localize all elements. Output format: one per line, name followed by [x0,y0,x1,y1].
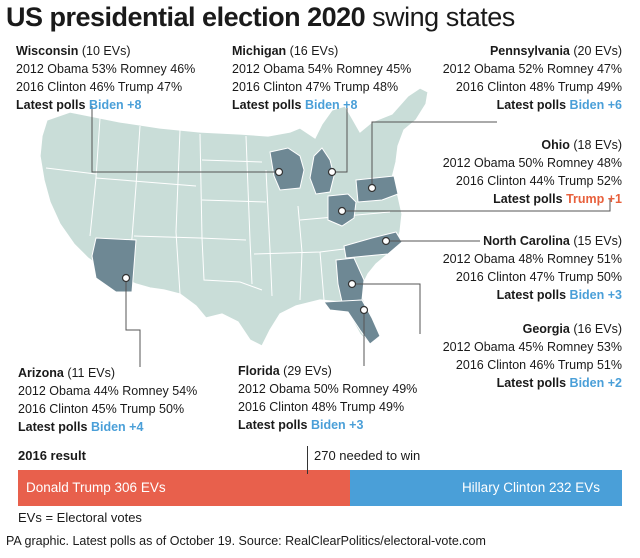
line-2012: 2012 Obama 44% Romney 54% [18,384,198,398]
line-2016: 2016 Clinton 47% Trump 50% [455,270,622,284]
state-michigan [309,147,335,195]
state-name: Florida [238,364,280,378]
state-wisconsin [269,147,305,191]
dot-arizona [121,273,131,283]
latest-label: Latest polls [493,192,563,206]
state-evs: (20 EVs) [573,44,622,58]
leader-pennsylvania [371,121,497,188]
line-2012: 2012 Obama 53% Romney 46% [16,62,196,76]
line-2016: 2016 Clinton 48% Trump 49% [238,400,405,414]
state-name: Ohio [541,138,570,152]
needed-to-win-label: 270 needed to win [314,448,421,463]
leader-michigan [332,106,348,173]
callout-florida: Florida (29 EVs) 2012 Obama 50% Romney 4… [238,362,417,434]
line-2012: 2012 Obama 54% Romney 45% [232,62,412,76]
leader-arizona [125,278,141,367]
trump-bar: Donald Trump 306 EVs [18,470,350,506]
state-evs: (18 EVs) [573,138,622,152]
line-2016: 2016 Clinton 48% Trump 49% [455,80,622,94]
callout-georgia: Georgia (16 EVs) 2012 Obama 45% Romney 5… [443,320,622,392]
result-title: 2016 result [18,448,86,463]
leader-wisconsin [91,106,279,173]
lead-value: Biden +3 [569,288,622,302]
trump-bar-label: Donald Trump 306 EVs [26,480,166,495]
state-pennsylvania [355,175,399,203]
dot-florida [359,305,369,315]
callout-north-carolina: North Carolina (15 EVs) 2012 Obama 48% R… [443,232,622,304]
title-bold: US presidential election 2020 [6,2,366,32]
lead-value: Biden +8 [304,98,358,112]
state-name: Arizona [18,366,64,380]
dot-georgia [347,279,357,289]
latest-label: Latest polls [496,288,567,302]
line-2016: 2016 Clinton 46% Trump 47% [16,80,183,94]
state-evs: (15 EVs) [573,234,622,248]
state-name: Wisconsin [16,44,79,58]
lead-value: Biden +3 [310,418,364,432]
latest-label: Latest polls [18,420,88,434]
line-2012: 2012 Obama 48% Romney 51% [442,252,622,266]
threshold-marker [307,446,308,474]
title-light: swing states [372,2,515,32]
source-credit: PA graphic. Latest polls as of October 1… [6,534,486,548]
leader-dots [121,167,391,315]
line-2016: 2016 Clinton 44% Trump 52% [455,174,622,188]
latest-label: Latest polls [496,376,567,390]
callout-wisconsin: Wisconsin (10 EVs) 2012 Obama 53% Romney… [16,42,195,114]
state-name: Michigan [232,44,287,58]
latest-label: Latest polls [232,98,302,112]
dot-michigan [327,167,337,177]
ev-footnote: EVs = Electoral votes [18,510,142,525]
dot-ohio [337,206,347,216]
callout-ohio: Ohio (18 EVs) 2012 Obama 50% Romney 48% … [443,136,622,208]
lead-value: Biden +4 [90,420,144,434]
state-evs: (16 EVs) [573,322,622,336]
state-borders [45,117,391,301]
state-name: North Carolina [483,234,570,248]
clinton-bar: Hillary Clinton 232 EVs [350,470,622,506]
leader-ohio [342,198,611,212]
line-2016: 2016 Clinton 46% Trump 51% [455,358,622,372]
dot-pennsylvania [367,183,377,193]
state-evs: (11 EVs) [67,366,116,380]
lead-value: Trump +1 [566,192,622,206]
state-name: Pennsylvania [489,44,570,58]
line-2016: 2016 Clinton 45% Trump 50% [18,402,185,416]
state-arizona [91,237,137,293]
line-2016: 2016 Clinton 47% Trump 48% [232,80,399,94]
us-mainland [39,87,429,347]
clinton-bar-label: Hillary Clinton 232 EVs [461,480,600,495]
line-2012: 2012 Obama 50% Romney 48% [442,156,622,170]
latest-label: Latest polls [496,98,567,112]
latest-label: Latest polls [238,418,308,432]
state-florida [323,299,381,345]
state-evs: (16 EVs) [289,44,339,58]
line-2012: 2012 Obama 45% Romney 53% [442,340,622,354]
dot-wisconsin [274,167,284,177]
latest-label: Latest polls [16,98,86,112]
lead-value: Biden +6 [569,98,622,112]
state-evs: (10 EVs) [81,44,131,58]
callout-arizona: Arizona (11 EVs) 2012 Obama 44% Romney 5… [18,364,197,436]
callout-pennsylvania: Pennsylvania (20 EVs) 2012 Obama 52% Rom… [443,42,622,114]
chart-title: US presidential election 2020 swing stat… [6,2,515,33]
leader-lines [91,106,611,367]
lead-value: Biden +8 [88,98,142,112]
state-evs: (29 EVs) [283,364,332,378]
callout-michigan: Michigan (16 EVs) 2012 Obama 54% Romney … [232,42,411,114]
state-name: Georgia [522,322,570,336]
line-2012: 2012 Obama 50% Romney 49% [238,382,418,396]
dot-north-carolina [381,236,391,246]
leader-georgia [352,283,421,334]
line-2012: 2012 Obama 52% Romney 47% [442,62,622,76]
lead-value: Biden +2 [569,376,622,390]
